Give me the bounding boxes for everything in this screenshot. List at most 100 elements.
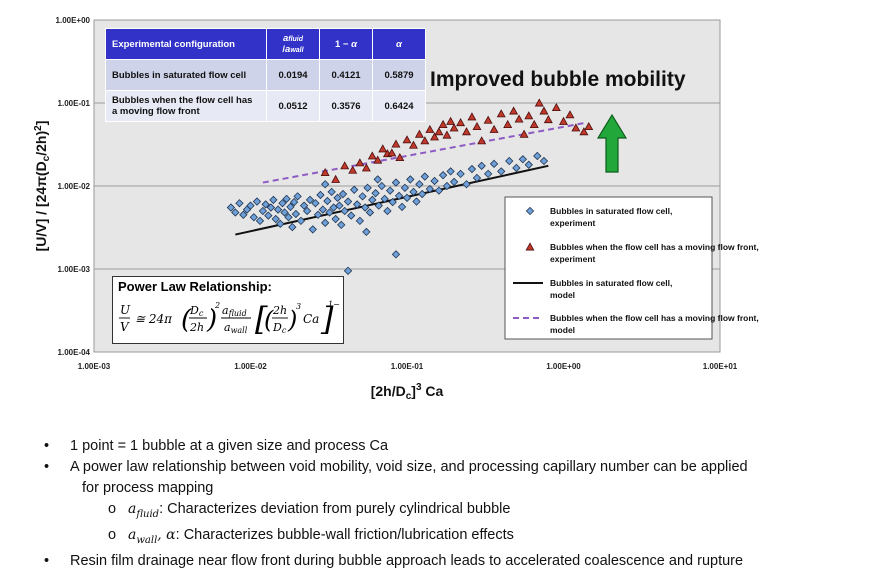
- data-point-moving-front: [449, 123, 459, 132]
- header-alpha: α: [372, 28, 426, 60]
- y-axis-title: [U/V] / [24π(Dc/2h)2]: [33, 121, 52, 252]
- data-point-moving-front: [477, 136, 487, 145]
- data-point-saturated: [406, 175, 415, 184]
- up-arrow-icon: [596, 113, 628, 173]
- data-point-moving-front: [579, 127, 589, 136]
- data-point-saturated: [418, 189, 427, 199]
- data-point-saturated: [271, 214, 280, 224]
- data-point-saturated: [512, 163, 521, 173]
- svg-text:2h: 2h: [189, 321, 204, 334]
- data-point-saturated: [333, 193, 342, 203]
- data-point-saturated: [489, 159, 499, 168]
- data-point-moving-front: [430, 132, 440, 141]
- data-point-saturated: [425, 184, 435, 194]
- data-point-saturated: [347, 211, 356, 220]
- data-point-saturated: [255, 216, 265, 226]
- data-point-saturated: [524, 160, 533, 169]
- data-point-moving-front: [425, 124, 435, 133]
- legend-item: Bubbles in saturated flow cell, experimen…: [525, 206, 672, 228]
- data-point-saturated: [374, 201, 383, 210]
- data-point-saturated: [391, 250, 401, 259]
- data-point-saturated: [343, 266, 353, 276]
- svg-text:afluid: afluid: [222, 304, 247, 318]
- x-tick-labels: 1.00E-03 1.00E-02 1.00E-01 1.00E+00 1.00E+01: [78, 362, 738, 371]
- data-point-saturated: [276, 219, 285, 229]
- header-one-minus-alpha: 1 − α: [319, 28, 373, 60]
- data-point-saturated: [385, 186, 395, 195]
- data-point-moving-front: [408, 140, 418, 149]
- data-point-saturated: [391, 178, 401, 187]
- data-point-saturated: [402, 193, 412, 203]
- data-point-moving-front: [524, 111, 534, 120]
- data-point-saturated: [316, 190, 325, 200]
- data-point-saturated: [325, 208, 334, 217]
- table-row: Bubbles in saturated flow cell 0.0194 0.…: [105, 59, 426, 91]
- data-point-moving-front: [442, 130, 452, 139]
- data-point-saturated: [467, 164, 477, 174]
- row-config: Bubbles in saturated flow cell: [105, 59, 267, 91]
- data-point-saturated: [462, 180, 471, 189]
- row-ratio: 0.0194: [266, 59, 320, 91]
- data-point-moving-front: [348, 165, 358, 174]
- table-row: Bubbles when the flow cell has a moving …: [105, 90, 426, 122]
- data-point-saturated: [373, 175, 382, 184]
- svg-text:Dc: Dc: [189, 304, 204, 318]
- data-point-saturated: [327, 187, 336, 197]
- data-point-saturated: [358, 192, 367, 201]
- header-ratio: afluid/awall: [266, 28, 320, 60]
- bullet-text: 1 point = 1 bubble at a given size and p…: [70, 438, 389, 454]
- data-point-saturated: [291, 209, 301, 219]
- legend-item: Bubbles in saturated flow cell, model: [513, 278, 672, 300]
- data-point-saturated: [352, 200, 362, 209]
- legend-item: Bubbles when the flow cell has a moving …: [525, 242, 759, 264]
- data-point-moving-front: [391, 139, 401, 148]
- data-point-saturated: [269, 195, 278, 205]
- data-point-saturated: [273, 205, 283, 214]
- data-point-moving-front: [472, 121, 482, 131]
- data-point-saturated: [239, 210, 248, 219]
- header-config: Experimental configuration: [105, 28, 267, 60]
- row-config: Bubbles when the flow cell has a moving …: [105, 90, 267, 122]
- data-point-moving-front: [514, 114, 524, 123]
- data-point-moving-front: [584, 121, 594, 131]
- data-point-moving-front: [565, 110, 575, 119]
- data-point-saturated: [355, 216, 365, 226]
- data-point-moving-front: [559, 116, 568, 125]
- data-point-saturated: [338, 189, 348, 199]
- data-point-saturated: [288, 222, 297, 232]
- data-point-saturated: [533, 151, 542, 161]
- data-point-saturated: [321, 218, 330, 227]
- bullet-text: Resin film drainage near flow front duri…: [70, 552, 744, 569]
- data-point-saturated: [377, 181, 386, 191]
- power-law-formula: U V ≅ 24π ( Dc 2h ) 2 afluid awall [ ( 2…: [118, 297, 346, 344]
- data-point-saturated: [505, 156, 514, 166]
- data-point-saturated: [380, 194, 389, 204]
- row-one-minus-alpha: 0.3576: [319, 90, 373, 122]
- data-point-saturated: [337, 220, 346, 230]
- legend-label: Bubbles in saturated flow cell, model: [550, 278, 672, 300]
- config-table-header: Experimental configuration afluid/awall …: [105, 28, 426, 60]
- data-point-saturated: [308, 225, 317, 234]
- data-point-moving-front: [467, 112, 477, 121]
- legend-label: Bubbles in saturated flow cell, experimen…: [550, 206, 672, 228]
- data-point-moving-front: [496, 109, 506, 118]
- data-point-saturated: [299, 201, 309, 210]
- data-point-moving-front: [529, 119, 539, 128]
- data-point-saturated: [284, 213, 293, 222]
- data-point-saturated: [371, 188, 380, 198]
- legend: Bubbles in saturated flow cell, experimen…: [504, 196, 759, 340]
- data-point-moving-front: [543, 115, 553, 124]
- data-point-saturated: [438, 171, 448, 180]
- data-point-saturated: [477, 161, 486, 170]
- svg-text:1−α: 1−α: [328, 300, 340, 309]
- data-point-saturated: [280, 208, 289, 217]
- data-point-saturated: [258, 206, 268, 216]
- x-tick-label: 1.00E+01: [703, 362, 738, 371]
- data-point-moving-front: [519, 129, 529, 138]
- data-point-moving-front: [373, 155, 383, 164]
- data-point-moving-front: [355, 158, 365, 167]
- data-point-saturated: [394, 191, 404, 201]
- row-ratio: 0.0512: [266, 90, 320, 122]
- y-tick-label: 1.00E+00: [56, 16, 91, 25]
- data-point-saturated: [483, 169, 493, 179]
